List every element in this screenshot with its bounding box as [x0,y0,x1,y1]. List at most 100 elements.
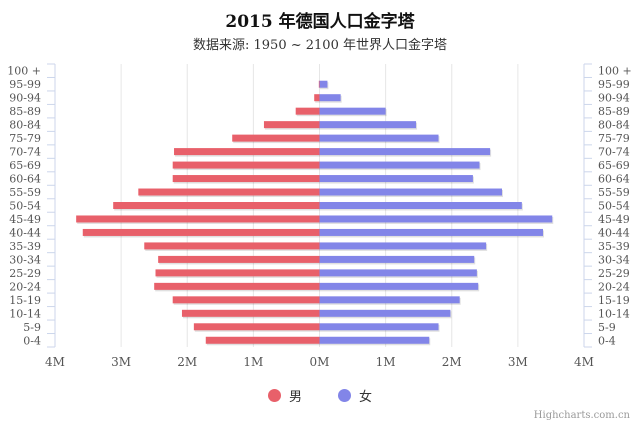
bar-male [174,148,320,156]
right-category-label: 35-39 [598,240,630,253]
left-category-label: 75-79 [9,132,41,145]
bar-male [155,269,320,277]
bar-male [295,107,320,115]
left-category-label: 80-84 [9,119,41,132]
bar-female [319,269,477,277]
right-category-label: 70-74 [598,146,630,159]
bar-female [319,121,417,129]
x-tick-label: 3M [111,355,131,369]
bar-female [319,175,473,183]
left-category-label: 35-39 [9,240,41,253]
right-category-label: 50-54 [598,200,630,213]
right-category-label: 95-99 [598,78,630,91]
bar-female [319,148,491,156]
right-category-label: 40-44 [598,226,630,239]
bar-female [319,309,451,317]
bar-female [319,323,439,331]
left-category-label: 55-59 [9,186,41,199]
right-category-label: 10-14 [598,307,630,320]
x-tick-label: 1M [376,355,396,369]
bar-female [319,188,503,196]
chart-title: 2015 年德国人口金字塔 [225,12,415,32]
bar-female [319,215,553,223]
legend-marker-female [338,389,351,402]
bar-male [205,336,320,344]
right-category-label: 25-29 [598,267,630,280]
bar-female [319,107,386,115]
bar-male [82,228,320,236]
bar-female [319,336,430,344]
bar-female [319,94,341,102]
bar-male [154,282,320,290]
bar-male [138,188,320,196]
left-category-label: 50-54 [9,200,41,213]
bar-female [319,296,460,304]
legend-item-male[interactable]: 男 [267,386,302,405]
legend-marker-male [267,389,281,402]
bar-female [319,228,544,236]
bar-male [193,323,320,331]
left-category-label: 60-64 [9,173,41,186]
right-category-label: 100 + [598,65,632,78]
x-tick-label: 4M [45,355,65,369]
bar-male [314,94,320,102]
bar-female [319,282,479,290]
chart-subtitle: 数据来源: 1950 ~ 2100 年世界人口金字塔 [193,38,447,53]
x-tick-label: 2M [177,355,197,369]
right-category-label: 20-24 [598,280,630,293]
bar-female [319,161,480,169]
right-category-label: 90-94 [598,92,630,105]
left-category-label: 40-44 [9,226,41,239]
bar-male [76,215,320,223]
bar-male [263,121,320,129]
left-category-label: 20-24 [9,280,41,293]
right-category-label: 85-89 [598,105,630,118]
right-category-label: 45-49 [598,213,630,226]
left-category-label: 65-69 [9,159,41,172]
legend-item-female[interactable]: 女 [338,386,372,405]
right-category-label: 75-79 [598,132,630,145]
bar-female [319,134,439,142]
legend-label-female: 女 [359,390,373,405]
right-category-label: 30-34 [598,253,630,266]
bar-male [232,134,320,142]
bar-male [318,80,320,88]
left-category-label: 0-4 [23,334,41,347]
left-category-label: 5-9 [23,321,41,334]
bar-female [319,255,475,263]
left-category-label: 30-34 [9,253,41,266]
left-category-label: 90-94 [9,92,41,105]
x-tick-label: 0M [310,355,330,369]
bar-male [144,242,320,250]
left-category-label: 10-14 [9,307,41,320]
left-category-label: 70-74 [9,146,41,159]
bar-female [319,80,328,88]
legend: 男 女 [0,386,640,405]
bar-male [181,309,320,317]
x-tick-label: 1M [243,355,263,369]
bar-male [172,175,320,183]
legend-label-male: 男 [288,390,302,405]
left-category-label: 25-29 [9,267,41,280]
credit-link[interactable]: Highcharts.com.cn [533,410,630,421]
right-category-label: 55-59 [598,186,630,199]
bar-female [319,202,522,209]
bar-female [319,242,487,250]
right-category-label: 80-84 [598,119,630,132]
right-category-label: 65-69 [598,159,630,172]
left-category-label: 85-89 [9,105,41,118]
bar-male [172,161,320,169]
left-category-label: 100 + [7,65,41,78]
left-category-label: 95-99 [9,78,41,91]
bar-male [113,202,320,209]
left-category-label: 45-49 [9,213,41,226]
right-category-label: 5-9 [598,321,616,334]
x-tick-label: 3M [508,355,528,369]
right-category-label: 0-4 [598,334,616,347]
bar-male [158,255,320,263]
x-tick-label: 2M [442,355,462,369]
right-category-label: 15-19 [598,294,630,307]
left-category-label: 15-19 [9,294,41,307]
right-category-label: 60-64 [598,173,630,186]
